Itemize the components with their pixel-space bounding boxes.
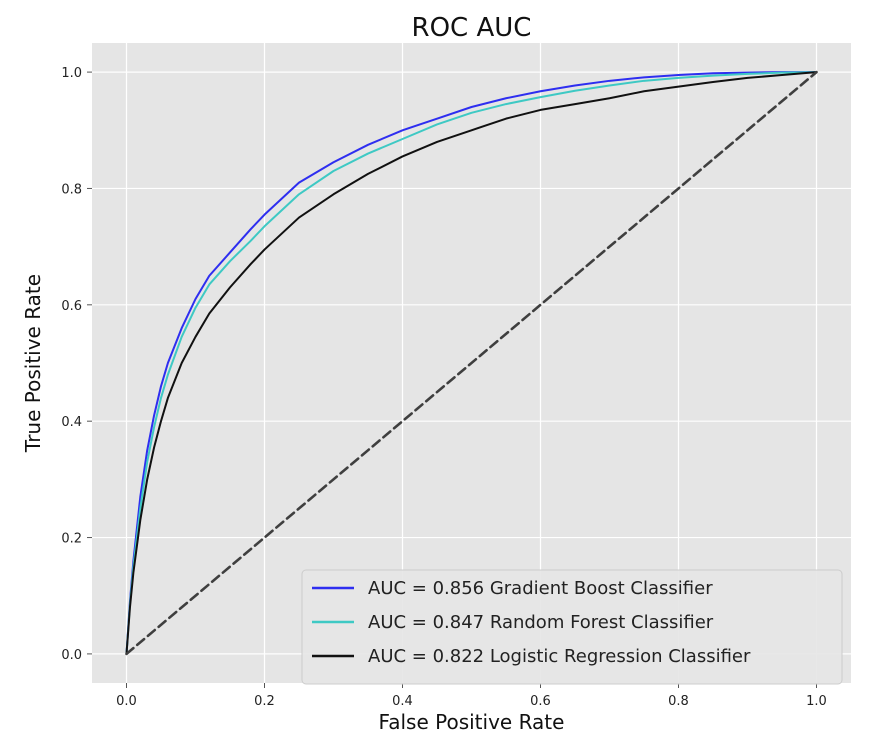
legend-label: AUC = 0.847 Random Forest Classifier <box>368 612 714 633</box>
x-tick-label: 1.0 <box>806 694 827 709</box>
y-tick-label: 0.8 <box>61 182 82 197</box>
x-tick-label: 0.8 <box>668 694 689 709</box>
series-line-3 <box>125 71 818 655</box>
legend-label: AUC = 0.822 Logistic Regression Classifi… <box>368 646 751 667</box>
chart-title: ROC AUC <box>412 13 532 43</box>
y-tick-label: 0.6 <box>61 299 82 314</box>
chance-diagonal-line <box>125 70 818 656</box>
x-tick-label: 0.4 <box>392 694 413 709</box>
series-group <box>125 70 818 656</box>
grid <box>92 43 851 683</box>
y-axis-label: True Positive Rate <box>21 274 45 453</box>
ticks: 0.0 0.2 0.4 0.6 0.8 1.0 0.0 0.2 0.4 0.6 0.8 1.0 <box>61 66 827 709</box>
x-axis-label: False Positive Rate <box>379 710 565 734</box>
legend-frame <box>301 569 843 685</box>
x-tick-label: 0.0 <box>116 694 137 709</box>
x-tick-label: 0.6 <box>530 694 551 709</box>
legend-label: AUC = 0.856 Gradient Boost Classifier <box>368 578 713 599</box>
y-tick-label: 1.0 <box>61 66 82 81</box>
series-line-1 <box>125 71 818 655</box>
y-tick-label: 0.4 <box>61 415 82 430</box>
legend: AUC = 0.856 Gradient Boost Classifier AUC… <box>301 569 843 685</box>
x-tick-label: 0.2 <box>254 694 275 709</box>
y-tick-label: 0.2 <box>61 532 82 547</box>
y-tick-label: 0.0 <box>61 648 82 663</box>
series-line-2 <box>125 71 818 655</box>
